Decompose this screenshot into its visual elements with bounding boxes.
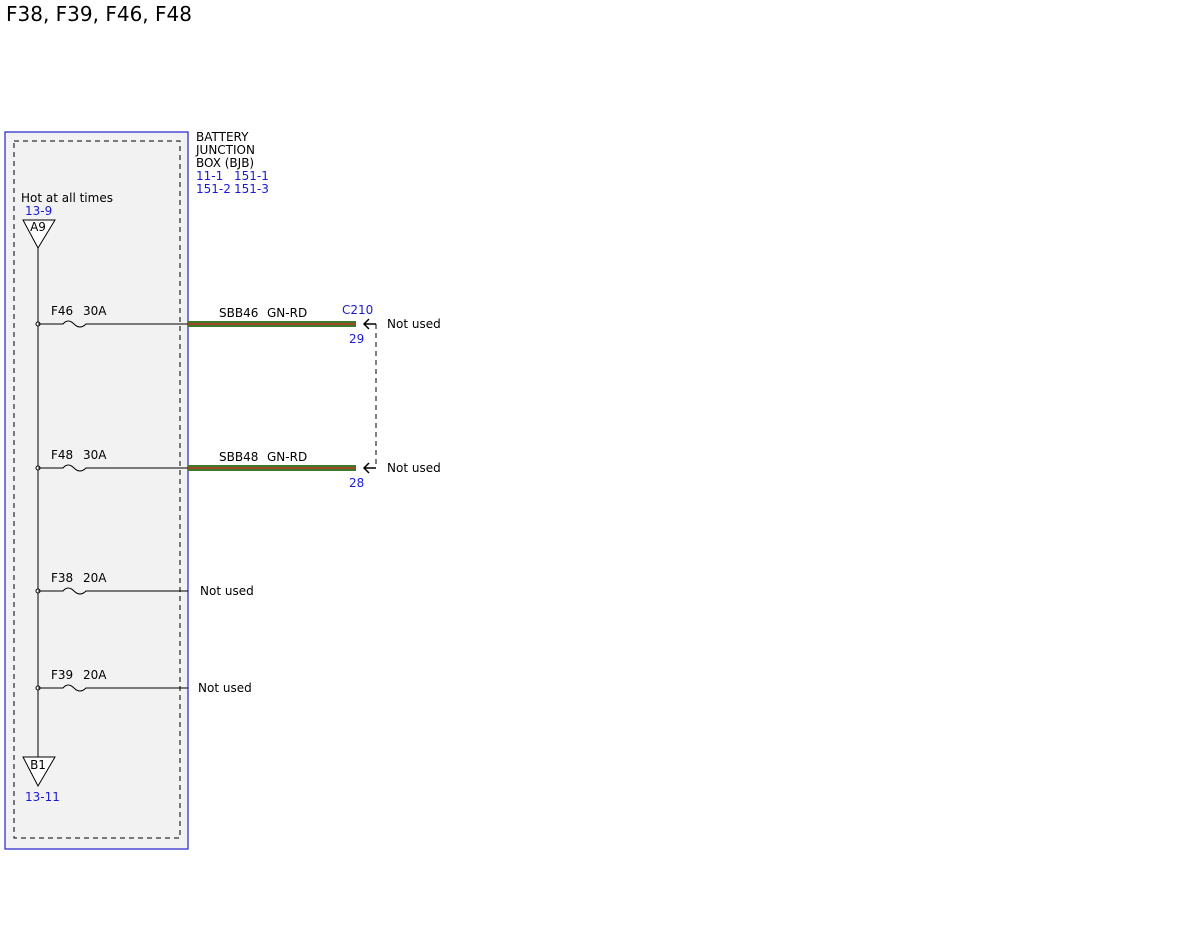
box-ref: 11-1 [196, 169, 223, 183]
pin-number: 29 [349, 332, 364, 346]
pin-number: 28 [349, 476, 364, 490]
circuit-name: SBB48 [219, 450, 258, 464]
junction-box [4, 131, 189, 850]
power-terminal [22, 219, 56, 250]
status-label: Not used [200, 584, 254, 598]
fuse-name: F39 [51, 668, 73, 682]
fuse-symbol [38, 587, 188, 595]
power-ref: 13-9 [25, 204, 52, 218]
fuse-symbol [38, 684, 188, 692]
connector-pin [362, 462, 376, 474]
status-label: Not used [387, 317, 441, 331]
power-pin: A9 [30, 220, 46, 234]
status-label: Not used [387, 461, 441, 475]
box-ref: 151-2 [196, 182, 231, 196]
connector-pin [362, 318, 376, 330]
connector-name: C210 [342, 303, 373, 317]
circuit-name: SBB46 [219, 306, 258, 320]
fuse-name: F38 [51, 571, 73, 585]
box-inner-border [13, 140, 181, 839]
box-ref: 151-3 [234, 182, 269, 196]
status-label: Not used [198, 681, 252, 695]
fuse-rating: 20A [83, 668, 107, 682]
wire-color: GN-RD [267, 306, 307, 320]
fuse-symbol [38, 464, 188, 472]
ground-ref: 13-11 [25, 790, 60, 804]
fuse-rating: 20A [83, 571, 107, 585]
power-label: Hot at all times [21, 191, 113, 205]
fuse-name: F46 [51, 304, 73, 318]
wire-color: GN-RD [267, 450, 307, 464]
ground-terminal [22, 756, 56, 788]
box-ref: 151-1 [234, 169, 269, 183]
fuse-symbol [38, 320, 188, 328]
box-name: BATTERY [196, 130, 249, 144]
page-title: F38, F39, F46, F48 [6, 2, 192, 26]
ground-pin: B1 [30, 758, 46, 772]
box-name: JUNCTION [195, 143, 255, 157]
fuse-rating: 30A [83, 304, 107, 318]
fuse-rating: 30A [83, 448, 107, 462]
box-name: BOX (BJB) [196, 156, 254, 170]
fuse-name: F48 [51, 448, 73, 462]
